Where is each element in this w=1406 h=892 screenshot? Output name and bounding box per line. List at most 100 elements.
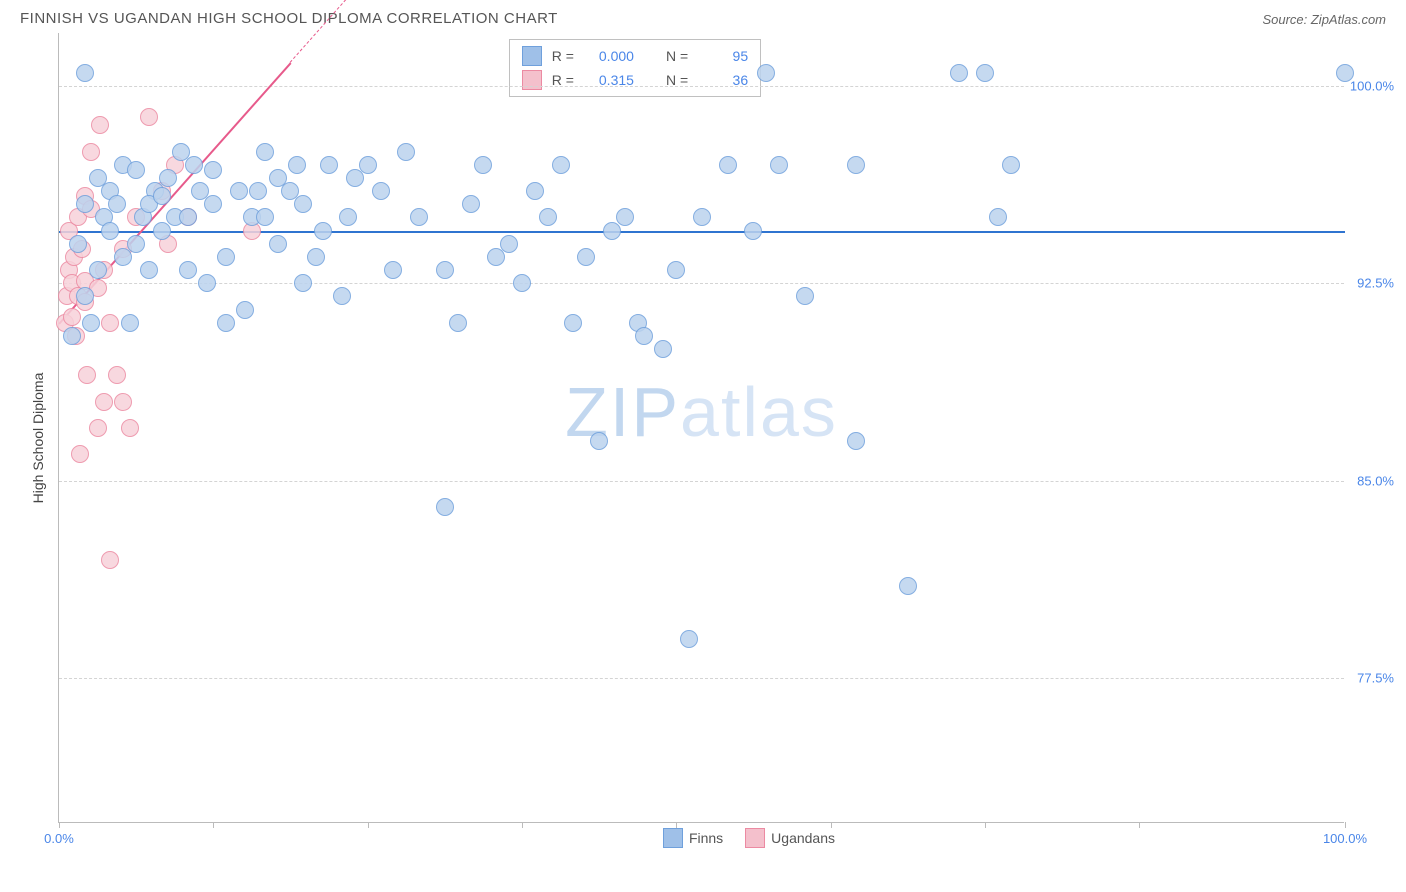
data-point: [539, 208, 557, 226]
data-point: [101, 222, 119, 240]
x-tick: [985, 822, 986, 828]
data-point: [127, 235, 145, 253]
swatch-ugandans: [522, 70, 542, 90]
data-point: [590, 432, 608, 450]
gridline: [59, 283, 1344, 284]
data-point: [976, 64, 994, 82]
data-point: [179, 208, 197, 226]
data-point: [76, 64, 94, 82]
data-point: [372, 182, 390, 200]
data-point: [95, 393, 113, 411]
data-point: [82, 314, 100, 332]
data-point: [140, 261, 158, 279]
chart-title: FINNISH VS UGANDAN HIGH SCHOOL DIPLOMA C…: [20, 10, 558, 27]
data-point: [101, 551, 119, 569]
x-tick: [59, 822, 60, 828]
data-point: [513, 274, 531, 292]
data-point: [500, 235, 518, 253]
x-tick: [213, 822, 214, 828]
legend-label-ugandans: Ugandans: [771, 830, 835, 846]
x-tick: [831, 822, 832, 828]
data-point: [462, 195, 480, 213]
data-point: [127, 161, 145, 179]
watermark-bold: ZIP: [565, 373, 680, 451]
data-point: [217, 248, 235, 266]
data-point: [307, 248, 325, 266]
x-tick: [522, 822, 523, 828]
data-point: [89, 261, 107, 279]
data-point: [436, 261, 454, 279]
data-point: [140, 108, 158, 126]
data-point: [847, 432, 865, 450]
data-point: [397, 143, 415, 161]
data-point: [249, 182, 267, 200]
gridline: [59, 481, 1344, 482]
chart-container: High School Diploma ZIPatlas R = 0.000 N…: [10, 33, 1396, 843]
data-point: [770, 156, 788, 174]
data-point: [256, 143, 274, 161]
data-point: [654, 340, 672, 358]
data-point: [63, 327, 81, 345]
data-point: [236, 301, 254, 319]
data-point: [204, 195, 222, 213]
data-point: [577, 248, 595, 266]
data-point: [230, 182, 248, 200]
data-point: [108, 366, 126, 384]
data-point: [294, 274, 312, 292]
y-axis-label: High School Diploma: [30, 373, 46, 504]
data-point: [153, 187, 171, 205]
data-point: [680, 630, 698, 648]
data-point: [1002, 156, 1020, 174]
data-point: [635, 327, 653, 345]
data-point: [410, 208, 428, 226]
legend-swatch-ugandans: [745, 828, 765, 848]
watermark-light: atlas: [680, 373, 838, 451]
n-label-finns: N =: [666, 48, 688, 64]
data-point: [114, 393, 132, 411]
data-point: [71, 445, 89, 463]
data-point: [198, 274, 216, 292]
chart-source: Source: ZipAtlas.com: [1262, 12, 1386, 27]
data-point: [526, 182, 544, 200]
data-point: [693, 208, 711, 226]
data-point: [69, 235, 87, 253]
stats-row-finns: R = 0.000 N = 95: [522, 44, 748, 68]
legend-item-finns: Finns: [663, 828, 723, 848]
data-point: [359, 156, 377, 174]
data-point: [63, 308, 81, 326]
x-tick: [1139, 822, 1140, 828]
data-point: [320, 156, 338, 174]
x-tick-label: 0.0%: [44, 831, 74, 846]
data-point: [757, 64, 775, 82]
data-point: [256, 208, 274, 226]
data-point: [384, 261, 402, 279]
data-point: [847, 156, 865, 174]
data-point: [333, 287, 351, 305]
data-point: [121, 419, 139, 437]
data-point: [179, 261, 197, 279]
r-label-finns: R =: [552, 48, 574, 64]
data-point: [78, 366, 96, 384]
data-point: [204, 161, 222, 179]
x-tick: [368, 822, 369, 828]
data-point: [288, 156, 306, 174]
data-point: [91, 116, 109, 134]
swatch-finns: [522, 46, 542, 66]
x-tick: [676, 822, 677, 828]
bottom-legend: Finns Ugandans: [663, 828, 835, 848]
y-tick-label: 85.0%: [1357, 473, 1394, 488]
y-tick-label: 100.0%: [1350, 78, 1394, 93]
legend-item-ugandans: Ugandans: [745, 828, 835, 848]
data-point: [436, 498, 454, 516]
legend-swatch-finns: [663, 828, 683, 848]
data-point: [616, 208, 634, 226]
data-point: [449, 314, 467, 332]
data-point: [108, 195, 126, 213]
x-tick: [1345, 822, 1346, 828]
data-point: [744, 222, 762, 240]
data-point: [339, 208, 357, 226]
r-value-finns: 0.000: [584, 48, 634, 64]
data-point: [474, 156, 492, 174]
legend-label-finns: Finns: [689, 830, 723, 846]
data-point: [899, 577, 917, 595]
